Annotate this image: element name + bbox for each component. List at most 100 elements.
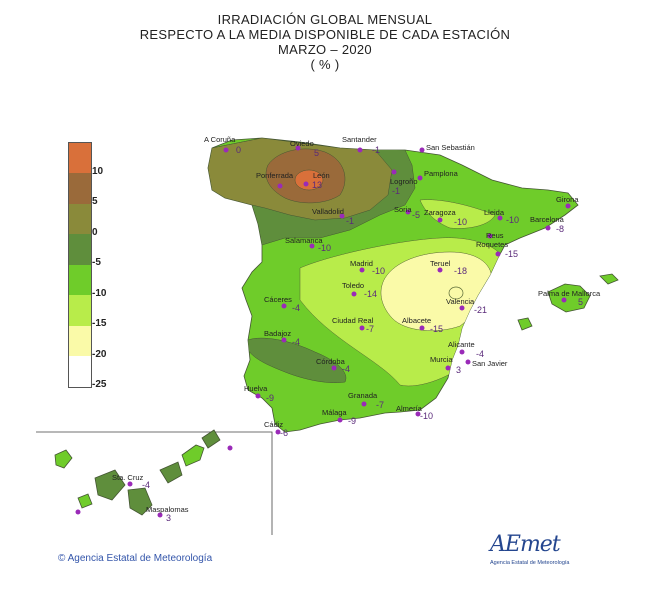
aemet-logo-main: AEmet (490, 532, 561, 557)
station-marker (415, 411, 421, 417)
station-name: Valencia (446, 297, 475, 306)
station-marker (359, 325, 365, 331)
station-value: -4 (142, 480, 150, 490)
station-name: Maspalomas (146, 505, 189, 514)
canary-island (94, 469, 126, 501)
legend-swatch (69, 295, 91, 326)
mallorca-island (547, 283, 591, 313)
station-marker (127, 481, 133, 487)
canary-island (77, 493, 93, 509)
legend-label: -25 (92, 379, 107, 390)
station-name: Salamanca (285, 236, 323, 245)
station-marker (351, 291, 357, 297)
station-marker (459, 305, 465, 311)
station-value: -4 (292, 303, 300, 313)
station-marker (303, 181, 309, 187)
station-name: Soria (394, 205, 412, 214)
station-name: Girona (556, 195, 579, 204)
station-name: Sta. Cruz (112, 473, 144, 482)
station-value: -8 (556, 224, 564, 234)
station-marker (331, 365, 337, 371)
aemet-logo-sub: Agencia Estatal de Meteorología (490, 560, 570, 566)
station-marker (545, 225, 551, 231)
station-value: 0 (236, 145, 241, 155)
ibiza-island (517, 317, 533, 331)
legend-label: -5 (92, 257, 101, 268)
station-value: -7 (366, 324, 374, 334)
station-marker (277, 183, 283, 189)
station-name: Cádiz (264, 420, 283, 429)
station-name: Toledo (342, 281, 364, 290)
station-name: Ponferrada (256, 171, 294, 180)
station-marker (295, 145, 301, 151)
station-value: -14 (364, 289, 377, 299)
legend-swatch (69, 173, 91, 204)
station-marker (459, 349, 465, 355)
station-value: -18 (454, 266, 467, 276)
station-marker (495, 251, 501, 257)
map-title-line2: RESPECTO A LA MEDIA DISPONIBLE DE CADA E… (139, 27, 511, 42)
station-name: Cáceres (264, 295, 292, 304)
station-value: -21 (474, 305, 487, 315)
station-name: Oviedo (290, 139, 314, 148)
station-value: 5 (578, 297, 583, 307)
station-name: San Javier (472, 359, 508, 368)
legend-label: -15 (92, 318, 107, 329)
legend-swatch (69, 265, 91, 295)
station-value-labels: 0 5 -1 13 -1 -1 -5 -10 -10 -8 -15 -10 -1… (142, 145, 583, 523)
station-value: 3 (166, 513, 171, 523)
station-marker (487, 233, 493, 239)
station-value: -4 (476, 349, 484, 359)
station-name: Barcelona (530, 215, 565, 224)
station-marker (561, 297, 567, 303)
station-value: -10 (506, 215, 519, 225)
station-name: Granada (348, 391, 378, 400)
canary-island (127, 487, 153, 516)
legend-swatch (69, 356, 91, 387)
station-marker (275, 429, 281, 435)
station-marker (419, 325, 425, 331)
station-marker (281, 303, 287, 309)
station-value: -9 (348, 416, 356, 426)
station-value: -1 (346, 216, 354, 226)
aemet-logo: AEmet Agencia Estatal de Meteorología (490, 532, 570, 572)
station-marker (359, 267, 365, 273)
station-value: -15 (505, 249, 518, 259)
station-value: 3 (456, 365, 461, 375)
station-marker (337, 417, 343, 423)
legend-swatches (68, 142, 92, 388)
station-marker (357, 147, 363, 153)
legend-swatch (69, 204, 91, 234)
station-value: -10 (454, 217, 467, 227)
station-value: -15 (430, 324, 443, 334)
station-name-labels: A Coruña Oviedo Santander San Sebastián … (112, 135, 601, 514)
station-name: Albacete (402, 316, 431, 325)
station-marker (255, 393, 261, 399)
station-name: Teruel (430, 259, 451, 268)
menorca-island (599, 273, 619, 285)
legend-swatch (69, 143, 91, 173)
station-marker (309, 243, 315, 249)
copyright-text: Agencia Estatal de Meteorología (67, 553, 213, 564)
station-marker (405, 209, 411, 215)
station-value: -1 (372, 145, 380, 155)
station-value: -10 (420, 411, 433, 421)
canary-frame (36, 431, 273, 535)
station-marker (445, 365, 451, 371)
station-name: Málaga (322, 408, 347, 417)
station-marker (497, 215, 503, 221)
station-markers (75, 145, 571, 518)
station-value: -6 (280, 428, 288, 438)
station-name: San Sebastián (426, 143, 475, 152)
zone-white-valencia (448, 286, 464, 300)
station-name: León (313, 171, 330, 180)
station-value: -9 (266, 393, 274, 403)
station-marker (417, 175, 423, 181)
station-marker (437, 267, 443, 273)
zone-orange-leon (294, 169, 324, 191)
legend-label: -20 (92, 349, 107, 360)
station-name: Lleida (484, 208, 505, 217)
zone-dark-green-southwest (247, 337, 347, 383)
station-marker (465, 359, 471, 365)
station-name: Murcia (430, 355, 453, 364)
